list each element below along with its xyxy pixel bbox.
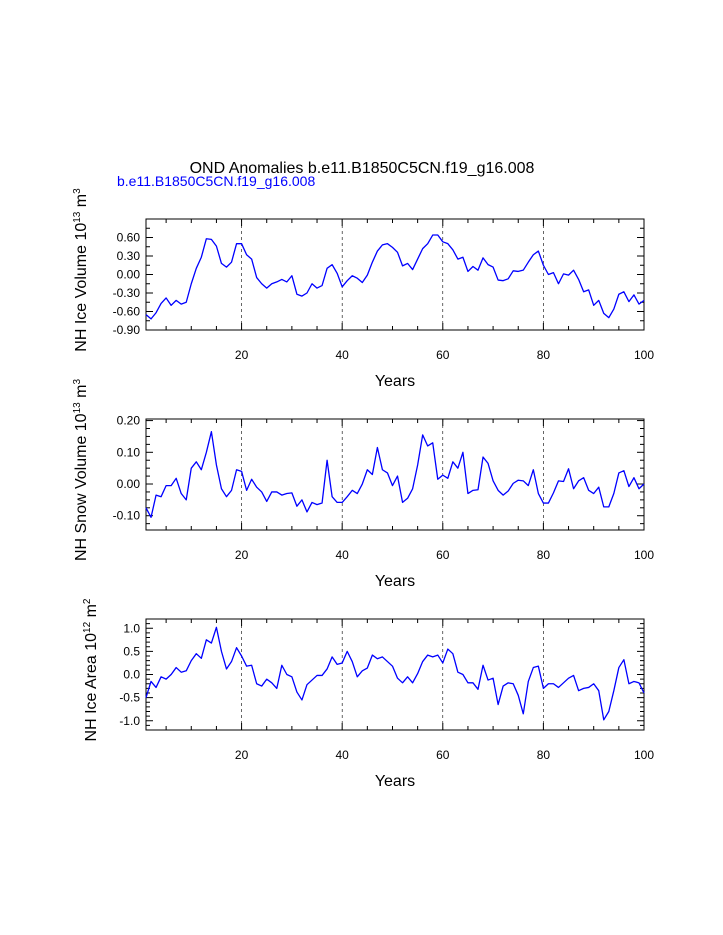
x-tick-label: 20 bbox=[235, 548, 249, 562]
x-tick-label: 100 bbox=[634, 548, 654, 562]
x-tick-label: 40 bbox=[336, 548, 350, 562]
x-tick-label: 20 bbox=[235, 748, 249, 762]
y-tick-label: 0.00 bbox=[117, 477, 141, 491]
chart-panel-2: -0.10 0.00 0.10 0.20 20 40 60 80 100 Years NH Snow… bbox=[72, 379, 654, 590]
chart-panel-1: -0.90 -0.60 -0.30 0.00 0.30 0.60 20 40 60 80 100 Ye… bbox=[72, 188, 654, 390]
y-tick-label: 0.00 bbox=[117, 268, 141, 282]
x-tick-label: 80 bbox=[537, 548, 551, 562]
x-tick-label: 20 bbox=[235, 348, 249, 362]
x-tick-label: 60 bbox=[436, 348, 450, 362]
series-line bbox=[145, 626, 645, 721]
x-tick-label: 100 bbox=[634, 348, 654, 362]
chart-panel-3: -1.0 -0.5 0.0 0.5 1.0 20 40 60 80 100 Years NH Ice … bbox=[82, 598, 654, 790]
x-tick-label: 80 bbox=[537, 748, 551, 762]
y-tick-label: 0.30 bbox=[117, 249, 141, 263]
y-tick-label: 0.0 bbox=[123, 668, 140, 682]
panels-group: -0.90 -0.60 -0.30 0.00 0.30 0.60 20 40 60 80 100 Ye… bbox=[72, 188, 654, 790]
y-tick-label: 0.10 bbox=[117, 445, 141, 459]
y-tick-label: -1.0 bbox=[119, 714, 140, 728]
y-tick-label: 0.5 bbox=[123, 644, 140, 658]
x-axis-label: Years bbox=[375, 373, 415, 390]
y-tick-label: -0.30 bbox=[113, 286, 141, 300]
y-tick-label: -0.10 bbox=[113, 509, 141, 523]
plot-frame bbox=[145, 418, 645, 531]
series-line bbox=[145, 234, 645, 320]
y-tick-label: -0.5 bbox=[119, 691, 140, 705]
x-tick-label: 80 bbox=[537, 348, 551, 362]
x-tick-label: 60 bbox=[436, 748, 450, 762]
series-legend-label: b.e11.B1850C5CN.f19_g16.008 bbox=[117, 173, 315, 189]
x-tick-label: 100 bbox=[634, 748, 654, 762]
x-axis-label: Years bbox=[375, 773, 415, 790]
chart-title: OND Anomalies b.e11.B1850C5CN.f19_g16.00… bbox=[190, 160, 535, 177]
y-tick-label: 0.20 bbox=[117, 414, 141, 428]
x-tick-label: 60 bbox=[436, 548, 450, 562]
y-tick-label: 1.0 bbox=[123, 621, 140, 635]
y-axis-label: NH Snow Volume 1013 m3 bbox=[72, 379, 90, 562]
y-axis-label: NH Ice Area 1012 m2 bbox=[82, 598, 100, 741]
series-line bbox=[145, 431, 645, 518]
plot-frame bbox=[145, 618, 645, 731]
y-tick-label: -0.90 bbox=[113, 323, 141, 337]
y-tick-label: -0.60 bbox=[113, 305, 141, 319]
x-tick-label: 40 bbox=[336, 748, 350, 762]
x-axis-label: Years bbox=[375, 573, 415, 590]
x-tick-label: 40 bbox=[336, 348, 350, 362]
y-tick-label: 0.60 bbox=[117, 231, 141, 245]
y-axis-label: NH Ice Volume 1013 m3 bbox=[72, 188, 90, 352]
